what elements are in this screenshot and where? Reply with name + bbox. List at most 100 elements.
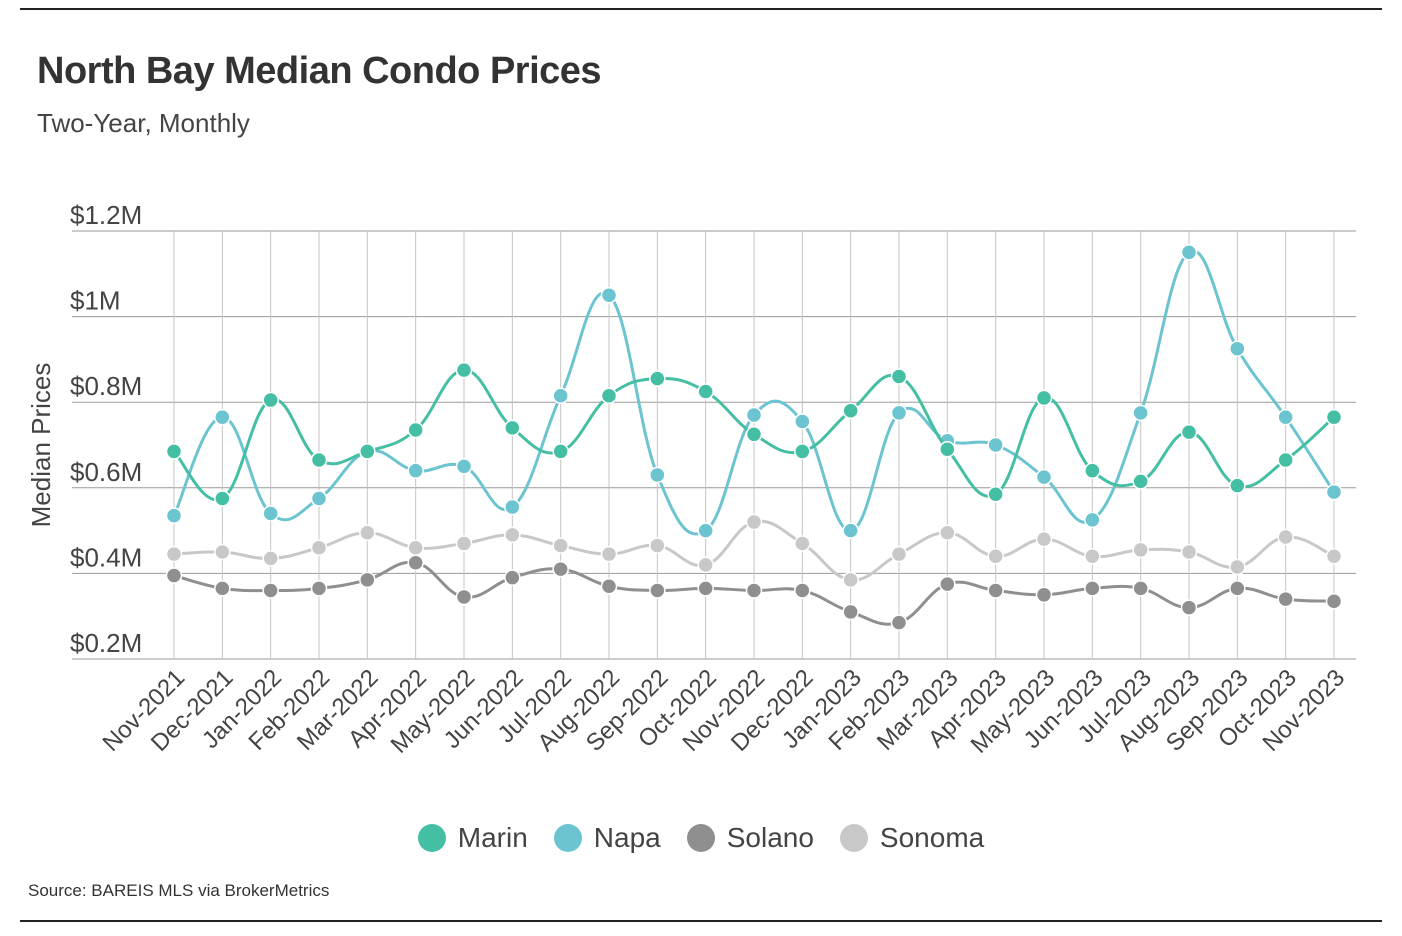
solano-data-point — [165, 567, 183, 584]
marin-data-point — [1132, 473, 1149, 490]
legend-item-sonoma: Sonoma — [839, 822, 985, 854]
marin-data-point — [165, 443, 183, 460]
marin-data-point — [1229, 477, 1246, 494]
legend-label: Solano — [726, 822, 814, 853]
marin-data-point — [842, 402, 859, 420]
sonoma-data-point — [552, 537, 569, 554]
napa-data-point — [455, 458, 473, 475]
solano-data-point — [407, 554, 424, 571]
napa-data-point — [600, 286, 618, 304]
legend-item-napa: Napa — [553, 822, 661, 854]
solano-data-point — [359, 571, 376, 589]
legend-swatch — [553, 824, 582, 852]
sonoma-data-point — [1132, 541, 1149, 559]
solano-data-point — [1132, 580, 1149, 597]
y-tick-label: $0.4M — [70, 542, 142, 572]
bottom-rule — [20, 920, 1382, 922]
solano-data-point — [455, 588, 473, 606]
solano-data-point — [1035, 586, 1053, 604]
y-tick-label: $0.8M — [70, 371, 142, 401]
marin-data-point — [794, 443, 811, 460]
marin-data-point — [1035, 389, 1053, 407]
solano-data-point — [262, 582, 279, 599]
sonoma-data-point — [987, 548, 1004, 565]
napa-data-point — [697, 522, 714, 539]
legend-swatch — [417, 824, 446, 852]
napa-data-point — [1325, 483, 1343, 501]
sonoma-data-point — [1277, 528, 1294, 546]
sonoma-data-point — [407, 539, 424, 556]
sonoma-data-point — [1084, 548, 1101, 565]
napa-data-point — [842, 522, 859, 539]
solano-data-point — [1229, 580, 1246, 597]
sonoma-data-point — [1180, 543, 1198, 561]
marin-data-point — [745, 426, 763, 443]
solano-data-point — [697, 580, 714, 597]
solano-data-point — [794, 582, 811, 599]
sonoma-data-point — [262, 550, 279, 567]
y-tick-label: $0.6M — [70, 457, 142, 487]
napa-data-point — [1180, 244, 1198, 261]
sonoma-data-point — [794, 535, 811, 552]
marin-data-point — [1180, 423, 1198, 441]
sonoma-data-point — [890, 545, 908, 563]
chart-title: North Bay Median Condo Prices — [37, 50, 602, 92]
top-rule — [20, 8, 1382, 10]
sonoma-data-point — [842, 571, 859, 589]
sonoma-data-point — [455, 535, 473, 552]
sonoma-data-point — [214, 543, 231, 561]
solano-data-point — [552, 560, 569, 578]
napa-data-point — [745, 406, 763, 424]
sonoma-data-point — [359, 524, 376, 541]
y-axis-label: Median Prices — [26, 363, 56, 528]
napa-data-point — [310, 490, 328, 507]
marin-data-point — [359, 443, 376, 460]
solano-data-point — [1325, 592, 1343, 610]
solano-data-point — [1277, 590, 1294, 608]
marin-data-point — [407, 421, 424, 439]
marin-data-point — [504, 419, 521, 437]
napa-data-point — [262, 505, 279, 522]
napa-data-point — [794, 413, 811, 430]
marin-data-point — [262, 391, 279, 409]
legend-label: Napa — [593, 822, 661, 853]
sonoma-data-point — [939, 524, 956, 541]
legend-item-solano: Solano — [686, 822, 814, 854]
napa-data-point — [1132, 404, 1149, 422]
napa-data-point — [552, 387, 569, 405]
solano-data-point — [1180, 599, 1198, 616]
solano-data-point — [890, 614, 908, 631]
napa-data-point — [165, 507, 183, 524]
y-tick-label: $0.2M — [70, 628, 142, 658]
napa-data-point — [890, 404, 908, 422]
sonoma-data-point — [600, 545, 618, 563]
solano-data-point — [649, 582, 666, 599]
sonoma-data-point — [165, 545, 183, 563]
sonoma-data-point — [1229, 558, 1246, 576]
sonoma-data-point — [649, 537, 666, 554]
napa-data-point — [504, 498, 521, 516]
legend-label: Sonoma — [879, 822, 985, 853]
marin-data-point — [552, 443, 569, 460]
marin-data-point — [1084, 462, 1101, 479]
marin-data-point — [310, 451, 328, 469]
sonoma-data-point — [1035, 530, 1053, 548]
legend-label: Marin — [457, 822, 528, 853]
solano-data-point — [1084, 580, 1101, 597]
marin-data-point — [455, 361, 473, 379]
solano-data-point — [600, 577, 618, 595]
napa-data-point — [214, 408, 231, 426]
napa-data-point — [1035, 468, 1053, 486]
marin-data-point — [890, 368, 908, 385]
chart-subtitle: Two-Year, Monthly — [37, 108, 250, 138]
solano-data-point — [939, 575, 956, 593]
marin-data-point — [697, 383, 714, 400]
y-tick-label: $1.2M — [70, 200, 142, 230]
marin-data-point — [214, 490, 231, 507]
marin-data-point — [939, 441, 956, 458]
sonoma-data-point — [697, 556, 714, 574]
legend-swatch — [839, 824, 868, 852]
napa-data-point — [1277, 408, 1294, 426]
napa-data-point — [407, 462, 424, 479]
